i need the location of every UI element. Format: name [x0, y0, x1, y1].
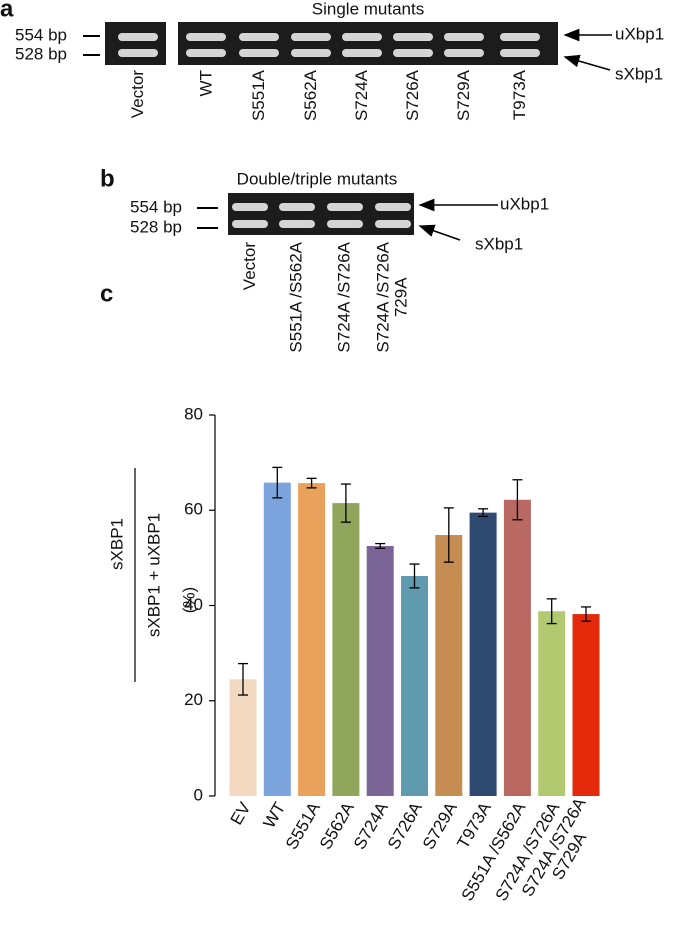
bar — [469, 512, 497, 796]
gel-band — [279, 220, 315, 228]
size-marker: 528 bp — [130, 217, 182, 236]
bar — [298, 483, 326, 796]
bar — [401, 575, 428, 796]
bar — [229, 679, 257, 796]
bar — [572, 614, 600, 796]
y-tick-label: 40 — [184, 595, 203, 614]
gel-image — [228, 193, 414, 235]
panel-letter: c — [100, 280, 113, 307]
lane-label: WT — [196, 70, 215, 97]
size-marker: 554 bp — [130, 197, 182, 216]
band-label: sXbp1 — [615, 64, 663, 83]
gel-band — [239, 33, 279, 41]
gel-band — [444, 49, 484, 57]
band-arrow — [563, 54, 611, 71]
band-label: uXbp1 — [500, 194, 549, 213]
gel-band — [279, 203, 315, 211]
gel-band — [393, 49, 433, 57]
gel-band — [342, 33, 382, 41]
lane-label: S724A /S726A 729A — [374, 242, 411, 353]
lane-label: Vector — [240, 242, 259, 291]
bar — [263, 482, 291, 796]
lane-label: S724A — [352, 70, 371, 122]
band-label: uXbp1 — [615, 24, 664, 43]
lane-label: S562A — [301, 70, 320, 122]
gel-band — [327, 203, 363, 211]
gel-band — [500, 49, 540, 57]
band-arrow — [418, 224, 461, 241]
band-label: sXbp1 — [475, 234, 523, 253]
gel-band — [500, 33, 540, 41]
y-label-numerator: sXBP1 — [107, 518, 126, 570]
gel-band — [232, 203, 268, 211]
bar — [435, 535, 463, 796]
y-label-unit: (%) — [179, 587, 198, 613]
gel-image — [105, 22, 166, 65]
bar — [503, 499, 531, 796]
lane-label: S724A /S726A — [335, 242, 354, 353]
lane-label: Vector — [128, 70, 147, 119]
y-tick-label: 80 — [184, 404, 203, 423]
bar — [332, 503, 360, 796]
lane-label: S726A — [403, 70, 422, 122]
gel-band — [186, 49, 226, 57]
gel-band — [393, 33, 433, 41]
gel-band — [444, 33, 484, 41]
gel-band — [232, 220, 268, 228]
gel-band — [327, 220, 363, 228]
gel-band — [291, 49, 331, 57]
gel-band — [375, 220, 411, 228]
size-marker: 528 bp — [15, 44, 67, 63]
gel-band — [291, 33, 331, 41]
panel-letter: a — [0, 0, 14, 22]
y-tick-label: 60 — [184, 500, 203, 519]
gel-band — [239, 49, 279, 57]
lane-label: S551A /S562A — [287, 242, 306, 353]
bar — [366, 545, 394, 796]
lane-label: T973A — [510, 70, 529, 121]
gel-image — [178, 22, 558, 65]
panel-letter: b — [100, 165, 115, 192]
panel-title: Double/triple mutants — [237, 169, 398, 188]
y-tick-label: 20 — [184, 690, 203, 709]
lane-label: S729A — [454, 70, 473, 122]
y-label-denominator: sXBP1 + uXBP1 — [144, 513, 163, 637]
gel-band — [375, 203, 411, 211]
size-marker: 554 bp — [15, 25, 67, 44]
gel-band — [186, 33, 226, 41]
gel-band — [118, 49, 158, 57]
gel-band — [118, 33, 158, 41]
bar — [538, 611, 566, 796]
gel-band — [342, 49, 382, 57]
lane-label: S551A — [249, 70, 268, 122]
panel-title: Single mutants — [312, 0, 424, 18]
y-tick-label: 0 — [194, 785, 203, 804]
